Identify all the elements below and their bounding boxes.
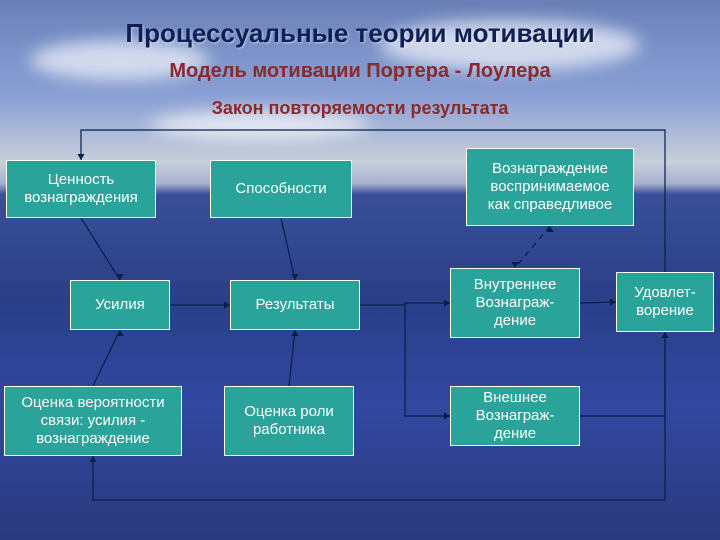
- node-prob: Оценка вероятностисвязи: усилия -вознагр…: [4, 386, 182, 456]
- node-ability: Способности: [210, 160, 352, 218]
- slide-background: Процессуальные теории мотивации Модель м…: [0, 0, 720, 540]
- node-effort: Усилия: [70, 280, 170, 330]
- node-value: Ценностьвознаграждения: [6, 160, 156, 218]
- node-inner: ВнутреннееВознаграж-дение: [450, 268, 580, 338]
- node-results: Результаты: [230, 280, 360, 330]
- node-fair: Вознаграждениевоспринимаемоекак справедл…: [466, 148, 634, 226]
- node-role: Оценка ролиработника: [224, 386, 354, 456]
- node-outer: ВнешнееВознаграж-дение: [450, 386, 580, 446]
- slide-subtitle-2: Закон повторяемости результата: [0, 98, 720, 119]
- slide-subtitle-1: Модель мотивации Портера - Лоулера: [0, 60, 720, 83]
- slide-title: Процессуальные теории мотивации: [0, 18, 720, 49]
- node-satisf: Удовлет-ворение: [616, 272, 714, 332]
